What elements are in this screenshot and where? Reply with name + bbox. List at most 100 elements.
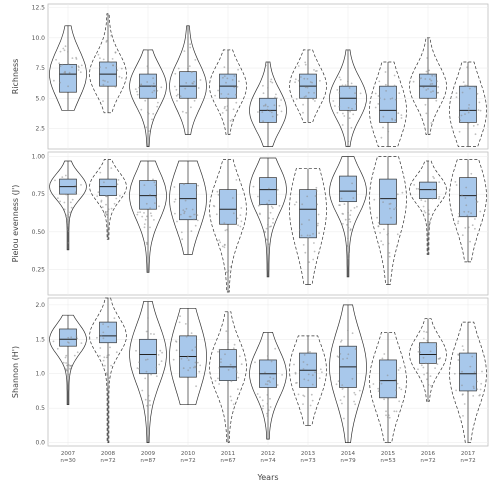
data-point	[457, 220, 460, 223]
data-point	[387, 414, 390, 417]
data-point	[432, 90, 434, 93]
data-point	[266, 108, 269, 111]
data-point	[223, 66, 226, 69]
data-point	[185, 111, 188, 114]
data-point	[479, 388, 482, 391]
data-point	[301, 203, 304, 206]
data-point	[218, 348, 221, 351]
data-point	[309, 351, 311, 353]
data-point	[66, 228, 69, 231]
data-point	[276, 114, 279, 116]
data-point	[59, 65, 62, 68]
data-point	[150, 215, 153, 217]
data-point	[153, 333, 155, 335]
data-point	[195, 213, 198, 216]
violin-outline	[209, 311, 247, 443]
data-point	[464, 227, 467, 229]
data-point	[342, 112, 344, 115]
data-point	[153, 219, 155, 221]
data-point	[319, 79, 321, 82]
data-point	[438, 181, 441, 184]
data-point	[67, 213, 70, 216]
data-point	[240, 220, 243, 223]
violin-box-2011	[209, 49, 247, 135]
data-point	[115, 197, 118, 200]
data-point	[418, 346, 421, 349]
data-point	[194, 366, 197, 369]
data-point	[466, 214, 469, 217]
data-point	[307, 373, 310, 376]
data-point	[65, 214, 68, 217]
data-point	[149, 226, 151, 229]
data-point	[236, 217, 239, 220]
data-point	[120, 77, 123, 79]
data-point	[174, 85, 176, 88]
violin-box-2010	[169, 25, 207, 135]
data-point	[173, 186, 176, 188]
y-tick-label: 10.0	[32, 35, 46, 42]
data-point	[136, 90, 138, 93]
data-point	[476, 123, 479, 126]
data-point	[214, 379, 217, 382]
data-point	[461, 345, 464, 347]
data-point	[262, 92, 265, 95]
data-point	[439, 357, 442, 359]
data-point	[180, 357, 183, 360]
data-point	[139, 211, 142, 214]
data-point	[351, 107, 353, 110]
data-point	[266, 402, 269, 405]
data-point	[70, 336, 73, 339]
data-point	[467, 107, 470, 109]
y-tick-label: 0.5	[35, 405, 45, 412]
data-point	[312, 98, 315, 101]
data-point	[455, 96, 458, 98]
data-point	[223, 222, 226, 225]
data-point	[143, 212, 145, 214]
data-point	[461, 234, 464, 237]
data-point	[146, 215, 148, 218]
violin-outline	[249, 157, 287, 278]
y-tick-label: 5.0	[35, 95, 45, 102]
data-point	[390, 216, 392, 219]
data-point	[182, 367, 185, 370]
data-point	[262, 120, 264, 123]
data-point	[104, 210, 107, 213]
data-point	[231, 79, 234, 81]
data-point	[431, 74, 434, 77]
data-point	[64, 71, 66, 74]
data-point	[303, 96, 306, 98]
data-point	[418, 78, 421, 80]
data-point	[143, 226, 146, 229]
data-point	[480, 382, 483, 385]
data-point	[428, 223, 430, 226]
data-point	[69, 368, 72, 371]
data-point	[156, 105, 159, 108]
data-point	[374, 92, 377, 95]
data-point	[116, 69, 119, 71]
data-point	[433, 177, 435, 180]
data-point	[64, 45, 67, 48]
y-tick-label: 0.50	[32, 229, 46, 236]
data-point	[146, 81, 149, 83]
data-point	[476, 388, 479, 391]
data-point	[74, 191, 77, 194]
data-point	[303, 378, 306, 381]
violin-box-2016	[409, 318, 447, 402]
data-point	[430, 91, 432, 93]
data-point	[420, 199, 423, 202]
data-point	[382, 201, 384, 204]
data-point	[96, 336, 98, 339]
x-tick-label: 2014	[341, 451, 356, 457]
data-point	[56, 347, 59, 350]
data-point	[230, 380, 233, 383]
data-point	[271, 81, 274, 84]
data-point	[315, 190, 318, 192]
data-point	[160, 86, 163, 89]
violin-box-2010	[169, 160, 207, 255]
violin-box-2007	[49, 160, 87, 251]
data-point	[380, 136, 383, 139]
box-iqr	[379, 178, 397, 225]
data-point	[268, 379, 270, 382]
data-point	[272, 222, 274, 224]
data-point	[70, 364, 73, 367]
